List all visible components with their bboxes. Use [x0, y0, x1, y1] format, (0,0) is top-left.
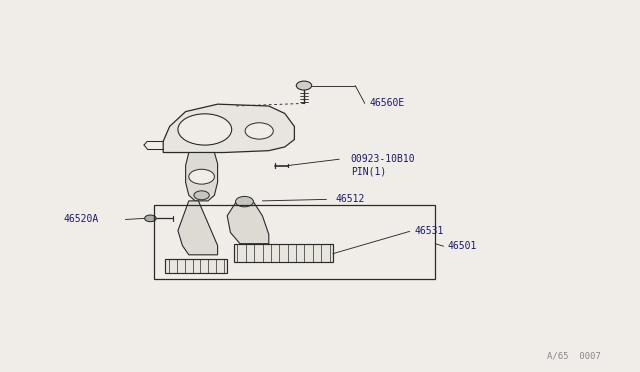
- Circle shape: [145, 215, 156, 222]
- Polygon shape: [186, 153, 218, 201]
- Polygon shape: [178, 201, 218, 255]
- Text: 46512: 46512: [336, 195, 365, 204]
- Polygon shape: [163, 104, 294, 153]
- Circle shape: [236, 196, 253, 207]
- Polygon shape: [165, 259, 227, 273]
- Circle shape: [245, 123, 273, 139]
- Text: 46520A: 46520A: [64, 215, 99, 224]
- Polygon shape: [234, 244, 333, 262]
- Circle shape: [296, 81, 312, 90]
- Text: 46501: 46501: [448, 241, 477, 251]
- Polygon shape: [227, 201, 269, 244]
- Text: 46531: 46531: [415, 227, 444, 236]
- Text: 00923-10B10: 00923-10B10: [351, 154, 415, 164]
- Circle shape: [178, 114, 232, 145]
- Text: PIN(1): PIN(1): [351, 167, 386, 177]
- Text: A/65  0007: A/65 0007: [547, 352, 601, 361]
- Circle shape: [189, 169, 214, 184]
- Text: 46560E: 46560E: [370, 99, 405, 108]
- Circle shape: [194, 191, 209, 200]
